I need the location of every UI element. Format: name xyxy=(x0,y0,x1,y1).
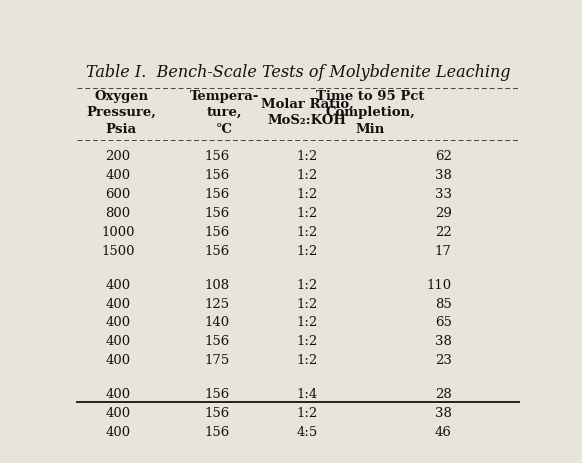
Text: 400: 400 xyxy=(105,316,130,330)
Text: 400: 400 xyxy=(105,298,130,311)
Text: 400: 400 xyxy=(105,354,130,367)
Text: 156: 156 xyxy=(204,169,230,182)
Text: 1500: 1500 xyxy=(101,245,134,258)
Text: 110: 110 xyxy=(427,279,452,292)
Text: 156: 156 xyxy=(204,388,230,401)
Text: 156: 156 xyxy=(204,188,230,201)
Text: Tempera-
ture,
°C: Tempera- ture, °C xyxy=(190,90,260,136)
Text: 1:2: 1:2 xyxy=(297,316,318,330)
Text: Molar Ratio,
MoS₂:KOH: Molar Ratio, MoS₂:KOH xyxy=(261,98,354,127)
Text: 1:2: 1:2 xyxy=(297,279,318,292)
Text: 1:2: 1:2 xyxy=(297,354,318,367)
Text: 400: 400 xyxy=(105,407,130,420)
Text: 29: 29 xyxy=(435,207,452,220)
Text: 1:2: 1:2 xyxy=(297,226,318,239)
Text: 38: 38 xyxy=(435,169,452,182)
Text: 1:2: 1:2 xyxy=(297,150,318,163)
Text: 140: 140 xyxy=(204,316,230,330)
Text: 22: 22 xyxy=(435,226,452,239)
Text: 156: 156 xyxy=(204,407,230,420)
Text: 23: 23 xyxy=(435,354,452,367)
Text: 1:2: 1:2 xyxy=(297,207,318,220)
Text: 400: 400 xyxy=(105,169,130,182)
Text: 600: 600 xyxy=(105,188,130,201)
Text: 156: 156 xyxy=(204,150,230,163)
Text: 4:5: 4:5 xyxy=(297,426,318,439)
Text: 175: 175 xyxy=(204,354,230,367)
Text: 156: 156 xyxy=(204,226,230,239)
Text: 1000: 1000 xyxy=(101,226,134,239)
Text: 17: 17 xyxy=(435,245,452,258)
Text: Oxygen
Pressure,
Psia: Oxygen Pressure, Psia xyxy=(86,90,156,136)
Text: 62: 62 xyxy=(435,150,452,163)
Text: 1:4: 1:4 xyxy=(297,388,318,401)
Text: Time to 95 Pct
Completion,
Min: Time to 95 Pct Completion, Min xyxy=(316,90,425,136)
Text: 400: 400 xyxy=(105,335,130,348)
Text: 38: 38 xyxy=(435,335,452,348)
Text: 156: 156 xyxy=(204,335,230,348)
Text: 28: 28 xyxy=(435,388,452,401)
Text: 1:2: 1:2 xyxy=(297,169,318,182)
Text: Table I.  Bench-Scale Tests of Molybdenite Leaching: Table I. Bench-Scale Tests of Molybdenit… xyxy=(86,64,510,81)
Text: 46: 46 xyxy=(435,426,452,439)
Text: 1:2: 1:2 xyxy=(297,335,318,348)
Text: 65: 65 xyxy=(435,316,452,330)
Text: 400: 400 xyxy=(105,279,130,292)
Text: 38: 38 xyxy=(435,407,452,420)
Text: 1:2: 1:2 xyxy=(297,407,318,420)
Text: 200: 200 xyxy=(105,150,130,163)
Text: 1:2: 1:2 xyxy=(297,188,318,201)
Text: 156: 156 xyxy=(204,426,230,439)
Text: 125: 125 xyxy=(204,298,230,311)
Text: 85: 85 xyxy=(435,298,452,311)
Text: 1:2: 1:2 xyxy=(297,298,318,311)
Text: 33: 33 xyxy=(435,188,452,201)
Text: 108: 108 xyxy=(204,279,230,292)
Text: 156: 156 xyxy=(204,245,230,258)
Text: 800: 800 xyxy=(105,207,130,220)
Text: 156: 156 xyxy=(204,207,230,220)
Text: 400: 400 xyxy=(105,388,130,401)
Text: 1:2: 1:2 xyxy=(297,245,318,258)
Text: 400: 400 xyxy=(105,426,130,439)
